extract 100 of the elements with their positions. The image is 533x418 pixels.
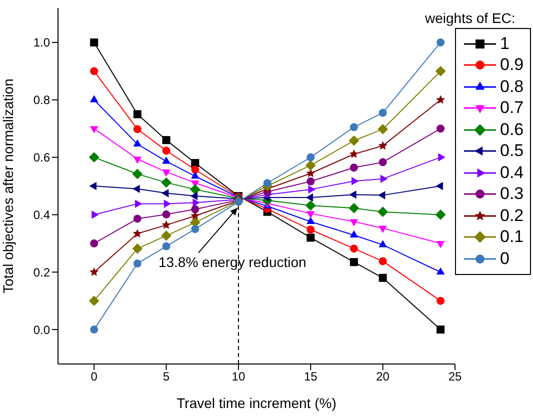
point — [378, 191, 386, 200]
y-tick-label: 0.8 — [33, 93, 50, 108]
x-tick-label: 20 — [376, 370, 390, 384]
point — [90, 95, 98, 102]
legend-label: 0.7 — [500, 98, 524, 118]
point — [133, 156, 142, 164]
point — [190, 171, 200, 179]
point — [349, 190, 356, 199]
point — [162, 156, 170, 164]
legend-label: 0.2 — [500, 206, 524, 226]
point — [90, 267, 99, 276]
point — [378, 240, 387, 248]
point — [349, 149, 359, 158]
point — [190, 184, 200, 195]
point — [88, 152, 100, 162]
point — [348, 202, 360, 214]
legend-label: 1 — [500, 34, 510, 54]
point — [350, 219, 358, 226]
point — [161, 189, 169, 198]
legend-label: 0.5 — [500, 141, 524, 162]
point — [306, 234, 315, 242]
point — [350, 258, 358, 266]
point — [378, 257, 387, 266]
point — [378, 124, 388, 134]
point — [436, 124, 445, 133]
point — [263, 179, 272, 188]
point — [378, 206, 388, 218]
point — [162, 210, 170, 218]
point — [191, 205, 200, 214]
point — [191, 225, 200, 234]
point — [132, 228, 142, 238]
point — [132, 184, 140, 194]
point — [305, 200, 316, 211]
legend-label: 0.1 — [500, 227, 524, 248]
point — [378, 274, 387, 282]
point — [190, 211, 200, 220]
point — [164, 200, 172, 208]
point — [378, 108, 387, 117]
point — [133, 125, 142, 134]
point — [162, 242, 170, 250]
point — [161, 230, 172, 241]
x-tick-label: 5 — [162, 370, 170, 384]
point — [133, 110, 142, 118]
point — [162, 146, 170, 155]
legend-label: 0 — [500, 248, 510, 269]
point — [133, 260, 142, 268]
point — [133, 139, 142, 146]
legend-label: 0.8 — [500, 76, 524, 97]
point — [435, 210, 446, 220]
point — [162, 170, 170, 177]
legend-label: 0.6 — [500, 120, 524, 140]
point — [191, 166, 200, 174]
point — [435, 66, 446, 76]
legend-label: 0.9 — [500, 55, 524, 76]
point — [132, 243, 143, 254]
point — [162, 220, 171, 229]
point — [308, 185, 316, 194]
y-tick-label: 1.0 — [33, 36, 50, 50]
point — [306, 168, 316, 178]
point — [350, 244, 358, 253]
point — [192, 198, 200, 207]
point — [436, 241, 445, 248]
y-tick-label: 0.6 — [33, 150, 50, 165]
x-tick-label: 10 — [232, 370, 246, 384]
point — [350, 123, 358, 132]
point — [380, 174, 388, 183]
point — [305, 160, 316, 171]
point — [436, 326, 445, 334]
annotation: 13.8% energy reduction — [158, 254, 306, 270]
point — [350, 164, 358, 172]
y-tick-label: 0.4 — [33, 208, 50, 222]
y-tick-label: 0.2 — [33, 265, 50, 280]
point — [348, 135, 360, 146]
point — [135, 200, 142, 208]
point — [306, 177, 315, 186]
point — [88, 296, 100, 306]
legend-title: weights of EC: — [425, 10, 516, 26]
x-tick-label: 15 — [304, 370, 318, 384]
point — [306, 211, 315, 218]
point — [92, 210, 99, 219]
x-tick-label: 25 — [448, 370, 462, 384]
x-tick-label: 0 — [90, 370, 98, 384]
point — [89, 182, 96, 190]
point — [352, 176, 359, 186]
point — [90, 326, 98, 334]
point — [378, 141, 388, 150]
point — [133, 214, 142, 223]
legend-label: 0.4 — [500, 162, 524, 183]
point — [306, 226, 315, 234]
point — [190, 192, 198, 200]
point — [90, 67, 98, 76]
y-axis-title: Total objectives after normalization — [0, 78, 16, 294]
point — [161, 177, 172, 188]
point — [132, 168, 143, 180]
point — [306, 153, 315, 162]
point — [436, 296, 445, 305]
point — [350, 230, 358, 238]
point — [191, 159, 200, 168]
legend-label: 0.3 — [500, 184, 524, 204]
point — [90, 126, 98, 134]
